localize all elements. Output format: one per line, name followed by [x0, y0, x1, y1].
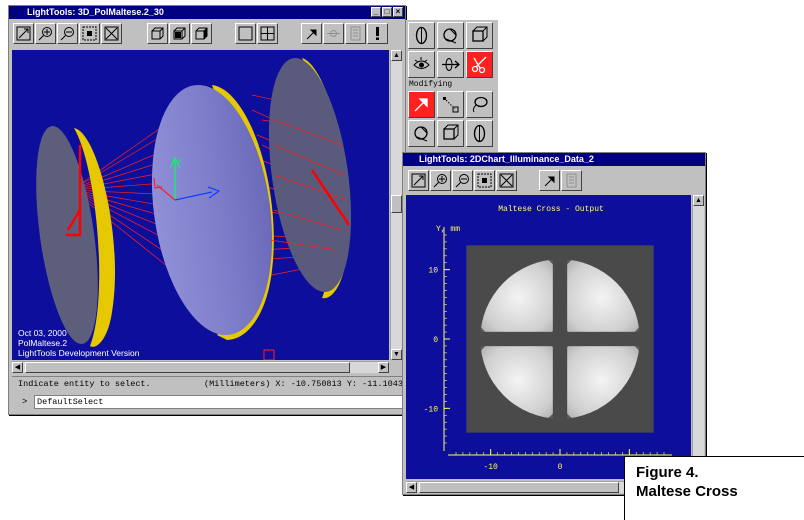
top-view-icon[interactable]: [191, 23, 212, 44]
maximize-icon[interactable]: □: [382, 7, 392, 17]
main-window-controls: _ □ ×: [371, 7, 403, 17]
zoom-fit-icon[interactable]: [101, 23, 122, 44]
svg-text:y: y: [178, 158, 181, 164]
viewport-version: LightTools Development Version: [18, 348, 140, 358]
source-tool-icon[interactable]: [437, 51, 464, 78]
lasso-tool-icon[interactable]: [466, 91, 493, 118]
chart-scroll-left-icon[interactable]: ◀: [406, 482, 417, 493]
chart-window: LightTools: 2DChart_Illuminance_Data_2: [402, 152, 706, 495]
zoom-window-icon[interactable]: [13, 23, 34, 44]
status-message: Indicate entity to select.: [18, 379, 151, 389]
modify-arrow-icon[interactable]: [408, 91, 435, 118]
scroll-right-icon[interactable]: ▶: [378, 362, 389, 373]
zoom-region-icon[interactable]: [79, 23, 100, 44]
minimize-icon[interactable]: _: [371, 7, 381, 17]
command-input[interactable]: DefaultSelect: [34, 395, 404, 409]
svg-text:z: z: [216, 184, 219, 190]
viewport-model-name: PolMaltese.2: [18, 338, 68, 348]
chart-zoom-fit-icon[interactable]: [496, 170, 517, 191]
x-tick-label: -10: [483, 463, 498, 472]
figure-caption-box: Figure 4. Maltese Cross: [624, 456, 804, 520]
front-view-icon[interactable]: [147, 23, 168, 44]
center-lens: [151, 84, 274, 340]
chart-select-arrow-icon[interactable]: [539, 170, 560, 191]
eye-tool-icon[interactable]: [408, 51, 435, 78]
chart-horizontal-scroll-thumb[interactable]: [419, 482, 619, 493]
vertical-scroll-thumb[interactable]: [391, 195, 402, 213]
chart-horizontal-scrollbar[interactable]: ◀: [406, 481, 691, 493]
chart-zoom-out-icon[interactable]: [452, 170, 473, 191]
3d-viewport[interactable]: y z Oct 03, 2000 PolMaltese.2 LightTools…: [12, 50, 389, 360]
command-line: > DefaultSelect: [12, 394, 404, 411]
chart-vertical-scrollbar[interactable]: ▲ ▼: [692, 195, 704, 479]
lens-modify-icon[interactable]: [466, 120, 493, 147]
y-tick-label: 0: [433, 336, 438, 345]
main-window-title: LightTools: 3D_PolMaltese.2_30: [27, 7, 164, 17]
optical-system-scene[interactable]: y z: [12, 50, 389, 360]
chart-zoom-window-icon[interactable]: [408, 170, 429, 191]
solid-tool-icon[interactable]: [466, 22, 493, 49]
single-view-icon[interactable]: [235, 23, 256, 44]
chart-plot-area[interactable]: Maltese Cross - Output Y, mm 100-10-1001…: [406, 195, 691, 479]
scissors-tool-icon[interactable]: [466, 51, 493, 78]
scroll-up-icon[interactable]: ▲: [391, 50, 402, 61]
chart-window-titlebar[interactable]: LightTools: 2DChart_Illuminance_Data_2: [403, 153, 705, 166]
illuminance-chart[interactable]: Maltese Cross - Output Y, mm 100-10-1001…: [406, 195, 691, 479]
chart-zoom-in-icon[interactable]: [430, 170, 451, 191]
chart-y-axis-label: Y, mm: [436, 225, 460, 234]
select-arrow-icon[interactable]: [301, 23, 322, 44]
modifying-label: Modifying: [409, 80, 453, 89]
close-icon[interactable]: ×: [393, 7, 403, 17]
selection-marker: [263, 349, 275, 360]
cross-arm-vertical: [552, 259, 568, 419]
command-prompt: >: [22, 397, 28, 407]
mirror-modify-icon[interactable]: [408, 120, 435, 147]
coordinate-readout: (Millimeters) X: -10.750813 Y: -11.1043: [204, 379, 403, 389]
horizontal-scroll-thumb[interactable]: [25, 362, 350, 373]
heatmap-image: [466, 245, 654, 433]
side-view-icon[interactable]: [169, 23, 190, 44]
figure-caption-number: Figure 4.: [636, 464, 699, 481]
x-tick-label: 0: [558, 463, 563, 472]
viewport-date: Oct 03, 2000: [18, 328, 67, 338]
chart-properties-icon[interactable]: [561, 170, 582, 191]
status-bar: Indicate entity to select. (Millimeters)…: [12, 376, 404, 391]
zoom-out-icon[interactable]: [57, 23, 78, 44]
scroll-left-icon[interactable]: ◀: [12, 362, 23, 373]
y-tick-label: -10: [424, 405, 439, 414]
solid-modify-icon[interactable]: [437, 120, 464, 147]
properties-icon[interactable]: [345, 23, 366, 44]
figure-caption-text: Maltese Cross: [636, 483, 738, 500]
tool-palette: Modifying: [406, 20, 498, 158]
viewport-vertical-scrollbar[interactable]: ▲ ▼: [390, 50, 402, 360]
y-tick-label: 10: [428, 267, 438, 276]
chart-zoom-region-icon[interactable]: [474, 170, 495, 191]
chart-toolbar: [403, 167, 705, 193]
vertex-edit-icon[interactable]: [437, 91, 464, 118]
lens-tool-icon[interactable]: [408, 22, 435, 49]
mirror-tool-icon[interactable]: [437, 22, 464, 49]
chart-window-title: LightTools: 2DChart_Illuminance_Data_2: [419, 154, 594, 164]
main-3d-window: LightTools: 3D_PolMaltese.2_30 _ □ ×: [8, 5, 406, 415]
viewport-info: Oct 03, 2000 PolMaltese.2 LightTools Dev…: [18, 328, 139, 358]
chart-axes: 100-10-10010: [424, 227, 672, 472]
chart-scroll-up-icon[interactable]: ▲: [693, 195, 704, 206]
chart-title: Maltese Cross - Output: [498, 205, 604, 214]
right-analyzer-plate: [268, 58, 352, 299]
scroll-down-icon[interactable]: ▼: [391, 349, 402, 360]
main-window-titlebar[interactable]: LightTools: 3D_PolMaltese.2_30 _ □ ×: [9, 6, 405, 19]
alert-icon[interactable]: [367, 23, 388, 44]
zoom-in-icon[interactable]: [35, 23, 56, 44]
main-toolbar: [9, 20, 407, 48]
axis-triad-icon: y z: [153, 156, 221, 201]
viewport-horizontal-scrollbar[interactable]: ◀ ▶: [12, 361, 389, 373]
polarization-markers: [66, 145, 351, 237]
quad-view-icon[interactable]: [257, 23, 278, 44]
ray-trace-icon[interactable]: [323, 23, 344, 44]
